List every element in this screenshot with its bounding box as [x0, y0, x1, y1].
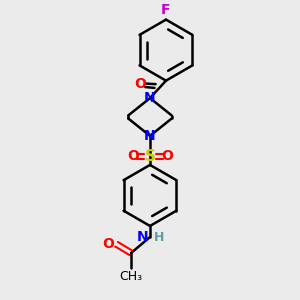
- Text: O: O: [102, 237, 114, 251]
- Text: O: O: [127, 149, 139, 163]
- Text: N: N: [144, 91, 156, 105]
- Text: O: O: [134, 76, 146, 91]
- Text: N: N: [144, 129, 156, 143]
- Text: CH₃: CH₃: [119, 269, 143, 283]
- Text: O: O: [161, 149, 173, 163]
- Text: H: H: [154, 230, 164, 244]
- Text: F: F: [161, 3, 171, 17]
- Text: S: S: [145, 149, 155, 164]
- Text: N: N: [137, 230, 148, 244]
